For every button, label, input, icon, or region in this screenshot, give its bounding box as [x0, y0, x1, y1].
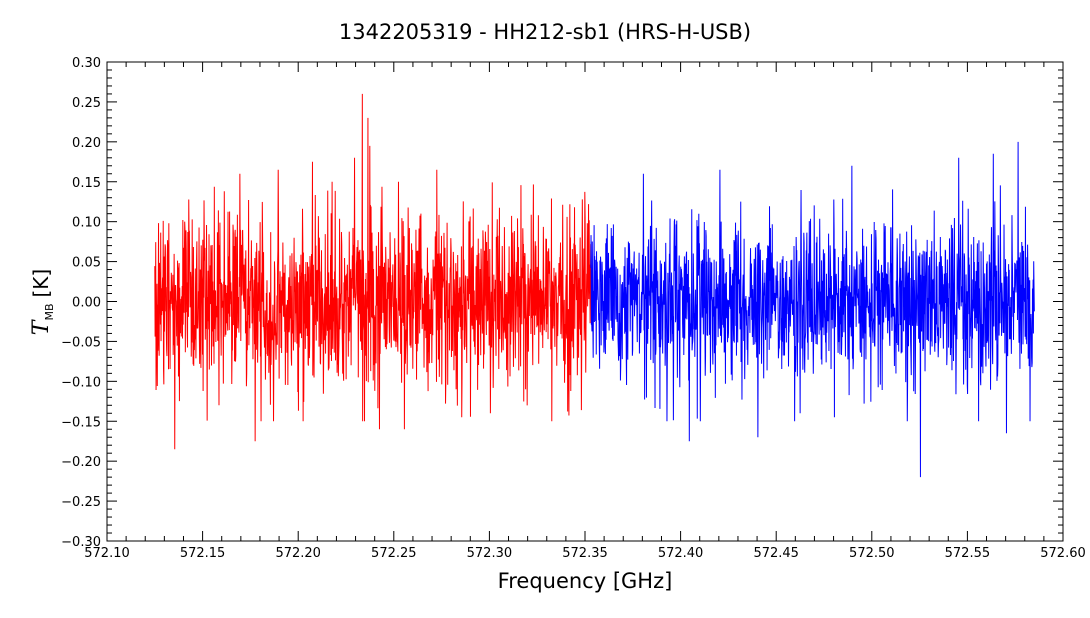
svg-text:TMB[K]: TMB [K] — [29, 269, 56, 335]
x-tick-label: 572.20 — [275, 546, 321, 561]
x-tick-label: 572.35 — [562, 546, 608, 561]
x-tick-label: 572.25 — [371, 546, 417, 561]
spectrum-series-2 — [590, 141, 1035, 478]
y-axis-label-symbol: T — [29, 318, 54, 335]
y-tick-label: 0.25 — [72, 96, 101, 111]
chart-title: 1342205319 - HH212-sb1 (HRS-H-USB) — [339, 20, 751, 44]
y-tick-label: 0.15 — [72, 176, 101, 191]
x-tick-label: 572.40 — [658, 546, 704, 561]
x-tick-label: 572.45 — [753, 546, 799, 561]
x-tick-label: 572.50 — [849, 546, 895, 561]
plot-lines — [154, 93, 1035, 478]
spectrum-series-1 — [154, 93, 592, 450]
x-tick-label: 572.15 — [180, 546, 226, 561]
x-tick-label: 572.55 — [945, 546, 991, 561]
y-tick-label: 0.00 — [72, 296, 101, 311]
y-tick-label: 0.10 — [72, 216, 101, 231]
x-axis: 572.10 572.15 572.20 572.25 572.30 572.35 572.… — [84, 62, 1086, 561]
y-tick-label: −0.05 — [61, 335, 101, 350]
y-axis: −0.30 −0.25 −0.20 −0.15 −0.10 −0.05 0.00 0.05 0.… — [61, 56, 1063, 550]
y-tick-label: 0.30 — [72, 56, 101, 71]
x-axis-label: Frequency [GHz] — [498, 569, 673, 593]
y-axis-label: TMB [K] — [29, 269, 56, 335]
x-tick-label: 572.10 — [84, 546, 130, 561]
y-tick-label: −0.10 — [61, 375, 101, 390]
y-tick-label: −0.25 — [61, 495, 101, 510]
y-axis-label-unit: [K] — [29, 269, 53, 298]
y-tick-label: −0.30 — [61, 535, 101, 550]
y-tick-label: −0.20 — [61, 455, 101, 470]
x-tick-label: 572.60 — [1040, 546, 1086, 561]
y-tick-label: −0.15 — [61, 415, 101, 430]
x-tick-label: 572.30 — [467, 546, 513, 561]
y-tick-label: 0.20 — [72, 136, 101, 151]
y-tick-label: 0.05 — [72, 256, 101, 271]
y-axis-label-subscript: MB — [43, 304, 56, 321]
